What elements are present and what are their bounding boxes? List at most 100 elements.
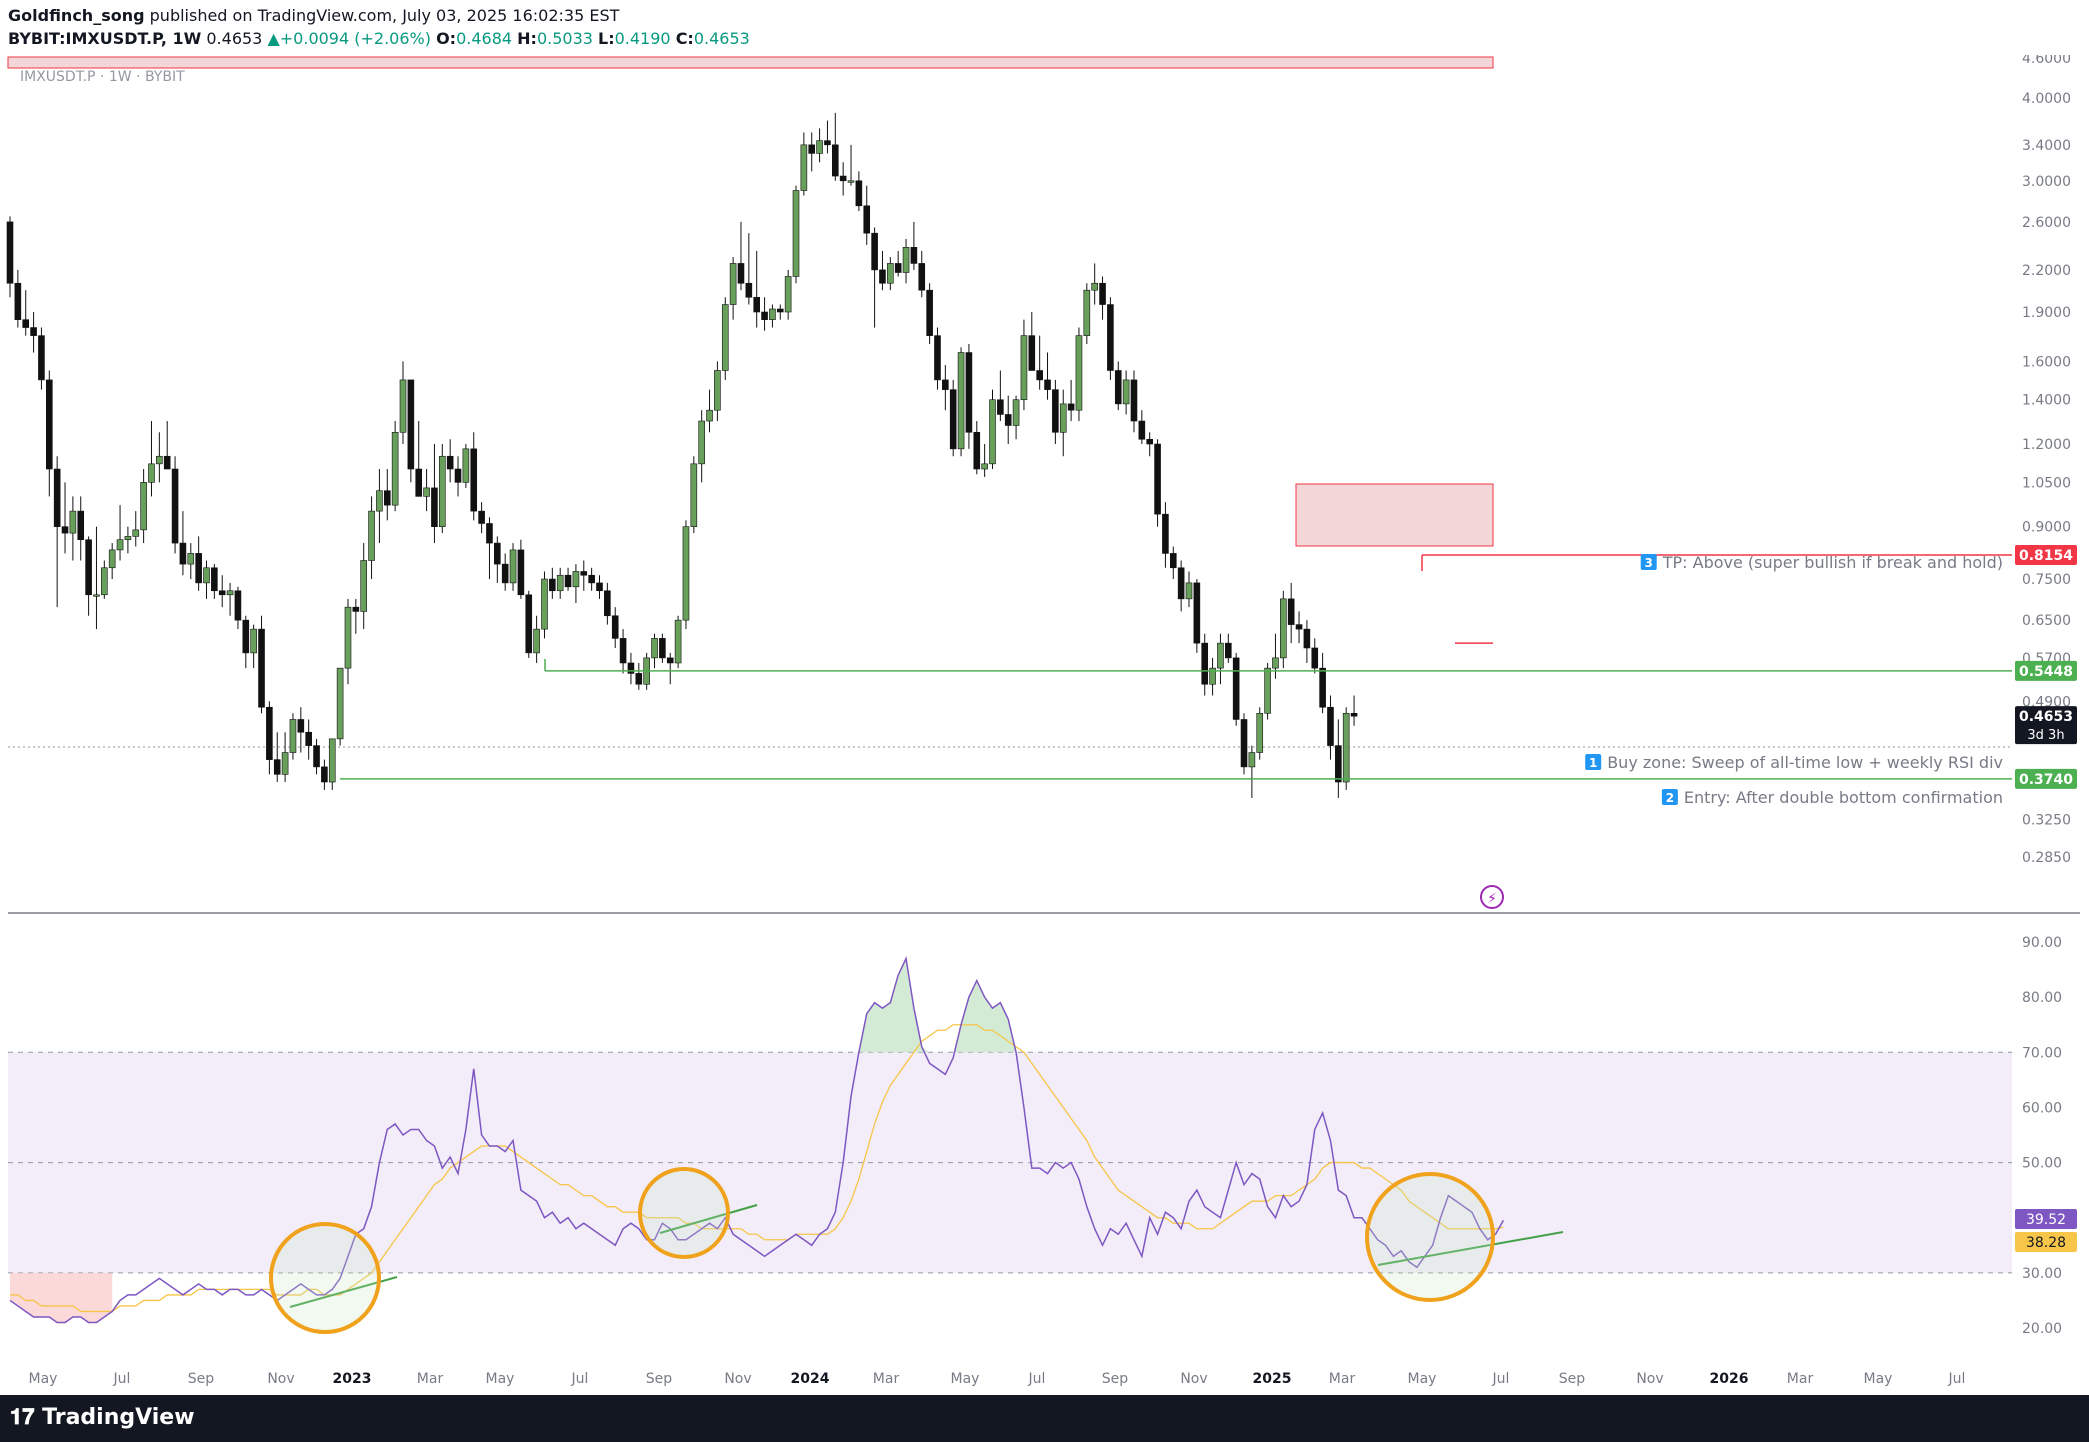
candle-body: [604, 590, 611, 617]
tv-icon: 𝟏𝟕: [10, 1405, 35, 1430]
rsi-ma-line: [10, 1024, 1504, 1313]
candle-body: [399, 379, 407, 433]
candle-body: [1185, 582, 1193, 600]
candle-body: [714, 370, 721, 411]
candle-body: [831, 144, 839, 177]
rsi-axis-tick: 70.00: [2022, 1045, 2062, 1061]
candle-body: [800, 144, 808, 191]
candle-body: [140, 482, 147, 531]
price-tag-box: [2015, 660, 2077, 681]
candle-body: [108, 549, 116, 569]
lightning-glyph: ⚡: [1487, 891, 1497, 907]
candle-body: [101, 567, 108, 596]
candle-body: [847, 180, 855, 183]
time-axis-tick: 2026: [1710, 1371, 1749, 1387]
tradingview-logo[interactable]: 𝟏𝟕 TradingView: [10, 1405, 195, 1430]
rsi-axis-tick: 50.00: [2022, 1156, 2062, 1172]
chart-header: Goldfinch_song published on TradingView.…: [0, 0, 2089, 55]
candle-body: [1303, 628, 1311, 649]
candle-body: [902, 247, 910, 273]
candle-body: [1287, 598, 1295, 625]
candle-body: [250, 628, 257, 654]
candle-body: [226, 590, 234, 596]
candle-body: [22, 319, 30, 328]
last-price: 0.4653: [206, 29, 263, 48]
candle-body: [1311, 647, 1319, 669]
candle-body: [761, 311, 768, 320]
candle-body: [580, 571, 588, 576]
price-tags: 0.8154 0.5448 0.4653 3d 3h 0.3740 39.52 38.28: [2015, 545, 2077, 1252]
candle-body: [305, 731, 312, 746]
chart-canvas[interactable]: IMXUSDT.P · 1W · BYBIT 4.6000 4.0000 3.400…: [0, 55, 2089, 1395]
candle-body: [769, 308, 776, 320]
candle-body: [38, 335, 45, 381]
price-tag-value: 0.5448: [2019, 664, 2073, 680]
candle-body: [533, 628, 540, 654]
candle-body: [1154, 443, 1161, 515]
chart-watermark: IMXUSDT.P · 1W · BYBIT: [20, 69, 185, 85]
low-value: 0.4190: [614, 29, 671, 48]
candle-body: [1342, 712, 1350, 783]
time-axis-tick: Mar: [873, 1371, 900, 1387]
candle-body: [289, 719, 297, 753]
annotation-number: 2: [1666, 791, 1674, 805]
price-levels: [340, 554, 2012, 780]
candle-body: [454, 468, 462, 483]
annotation-text: TP: Above (super bullish if break and ho…: [1662, 553, 2003, 572]
candle-body: [1169, 553, 1177, 569]
candle-body: [894, 263, 902, 273]
candle-body: [415, 468, 423, 497]
candle-body: [1248, 752, 1256, 768]
price-axis-tick: 1.9000: [2022, 305, 2071, 321]
annotation-badge: [1661, 789, 1678, 805]
candle-body: [1272, 657, 1279, 669]
candle-body: [776, 308, 784, 313]
candle-body: [721, 304, 729, 371]
candle-body: [1075, 335, 1083, 411]
candle-body: [132, 529, 140, 537]
candle-body: [1130, 379, 1138, 422]
candle-body: [879, 269, 886, 284]
candle-body: [887, 263, 894, 284]
candle-body: [179, 542, 187, 565]
high-value: 0.5033: [536, 29, 593, 48]
rsi-highlight-circle: [1365, 1172, 1495, 1302]
symbol-label: BYBIT:IMXUSDT.P, 1W: [8, 29, 202, 48]
time-axis-tick: May: [29, 1371, 58, 1387]
candle-body: [792, 190, 800, 277]
price-axis-tick: 1.0500: [2022, 475, 2071, 491]
candle-body: [486, 523, 493, 544]
candle-body: [659, 638, 666, 659]
annotation-badge: [1585, 754, 1602, 770]
candle-body: [965, 352, 973, 433]
candle-body: [1138, 420, 1146, 440]
candle-body: [148, 463, 155, 483]
rsi-tag-box: [2015, 1209, 2077, 1229]
candle-body: [973, 431, 981, 470]
candle-body: [383, 490, 391, 506]
candle-body: [690, 463, 698, 527]
price-axis-tick: 4.0000: [2022, 91, 2071, 107]
candle-body: [596, 582, 603, 592]
candle-body: [478, 510, 485, 524]
annotation-text: Buy zone: Sweep of all-time low + weekly…: [1607, 753, 2003, 772]
candle-body: [187, 553, 195, 565]
candle-body: [808, 144, 816, 154]
candle-body: [30, 327, 37, 336]
candle-body: [1028, 335, 1036, 371]
price-axis-tick: 2.6000: [2022, 215, 2071, 231]
footer-bar: 𝟏𝟕 TradingView: [0, 1395, 2089, 1442]
rsi-trendline-2: [659, 1204, 758, 1234]
candle-body: [997, 399, 1004, 415]
candle-body: [1280, 598, 1287, 659]
candle-body: [509, 549, 517, 584]
time-axis-tick: Sep: [188, 1371, 215, 1387]
candle-body: [737, 263, 745, 284]
candle-body: [910, 247, 918, 264]
candle-body: [556, 574, 564, 592]
candles: [6, 112, 1358, 798]
rsi-axis-tick: 20.00: [2022, 1321, 2062, 1337]
author-name[interactable]: Goldfinch_song: [8, 6, 145, 25]
time-axis-tick: 2025: [1253, 1371, 1292, 1387]
candle-body: [1225, 642, 1232, 659]
